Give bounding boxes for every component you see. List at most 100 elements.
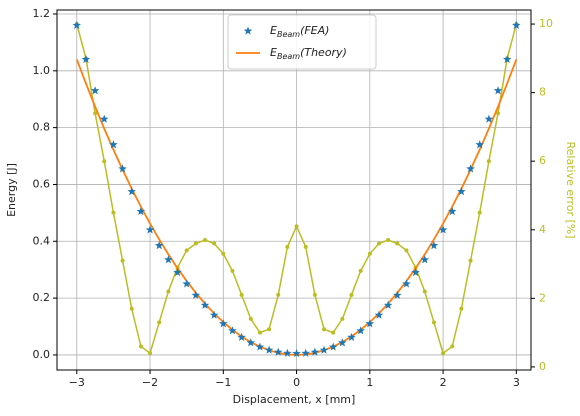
- dot-marker: [386, 238, 391, 243]
- dot-marker: [477, 210, 482, 215]
- star-marker: [374, 310, 384, 319]
- star-marker: [173, 268, 182, 277]
- x-tick-label: −2: [142, 376, 158, 389]
- x-tick-label: 2: [440, 376, 447, 389]
- dot-marker: [120, 258, 125, 263]
- y2-axis-label: Relative error [%]: [564, 141, 577, 238]
- x-tick-label: 3: [513, 376, 520, 389]
- dot-marker: [431, 320, 436, 325]
- y-tick-label: 0.0: [33, 348, 51, 361]
- star-marker: [502, 54, 512, 64]
- x-tick-label: 0: [293, 376, 300, 389]
- y-tick-label: 0.4: [33, 234, 51, 247]
- x-axis-label: Displacement, x [mm]: [233, 393, 356, 406]
- dot-marker: [138, 344, 143, 349]
- star-marker: [164, 255, 173, 264]
- y-tick-label: 0.8: [33, 121, 51, 134]
- y-tick-label: 0.6: [33, 177, 51, 190]
- dot-marker: [450, 344, 455, 349]
- x-tick-label: 1: [366, 376, 373, 389]
- dot-marker: [193, 241, 198, 246]
- star-marker: [484, 114, 494, 123]
- star-marker: [136, 206, 146, 216]
- dot-marker: [111, 210, 116, 215]
- star-marker: [246, 338, 256, 347]
- dot-marker: [358, 268, 363, 273]
- star-marker: [411, 268, 420, 277]
- dot-marker: [367, 251, 372, 256]
- x-tick-label: −3: [69, 376, 85, 389]
- dot-marker: [202, 238, 207, 243]
- dot-marker: [239, 292, 244, 297]
- y2-tick-label: 10: [539, 17, 553, 30]
- y-tick-label: 0.2: [33, 291, 51, 304]
- y2-tick-label: 2: [539, 291, 546, 304]
- star-marker: [283, 348, 292, 357]
- star-marker: [328, 342, 338, 351]
- dot-marker: [294, 224, 299, 229]
- star-marker: [90, 86, 100, 95]
- star-marker: [191, 290, 201, 299]
- star-marker: [182, 279, 191, 288]
- y-axis-label: Energy [J]: [5, 163, 18, 217]
- dot-marker: [285, 244, 290, 249]
- star-marker: [365, 319, 375, 328]
- star-marker: [127, 187, 137, 196]
- star-marker: [237, 332, 246, 341]
- star-marker: [72, 20, 82, 29]
- star-marker: [512, 20, 521, 29]
- dot-marker: [340, 316, 345, 321]
- y-tick-label: 1.2: [33, 7, 51, 20]
- dot-marker: [468, 258, 473, 263]
- star-marker: [475, 140, 484, 149]
- dot-marker: [422, 289, 427, 294]
- y2-tick-label: 4: [539, 223, 546, 236]
- dot-marker: [93, 111, 98, 116]
- star-marker: [81, 54, 91, 64]
- legend-label: EBeam(Theory): [270, 46, 347, 61]
- dot-marker: [312, 292, 317, 297]
- y2-tick-label: 0: [539, 360, 546, 373]
- dot-marker: [102, 159, 107, 164]
- star-marker: [118, 164, 127, 173]
- dot-marker: [376, 241, 381, 246]
- legend-star: [243, 26, 253, 35]
- legend-box: [227, 14, 377, 70]
- star-marker: [219, 319, 228, 328]
- star-marker: [301, 348, 310, 357]
- dot-marker: [404, 248, 409, 253]
- dot-marker: [166, 289, 171, 294]
- dot-marker: [331, 330, 336, 335]
- star-marker: [310, 347, 320, 356]
- y-tick-label: 1.0: [33, 64, 51, 77]
- star-marker: [356, 326, 365, 335]
- star-marker: [99, 114, 109, 123]
- star-marker: [466, 164, 475, 173]
- y2-tick-label: 8: [539, 86, 546, 99]
- star-marker: [402, 279, 411, 288]
- star-marker: [273, 347, 283, 356]
- dot-marker: [395, 241, 400, 246]
- star-marker: [438, 225, 448, 234]
- star-marker: [457, 187, 466, 196]
- star-marker: [228, 326, 237, 335]
- dot-marker: [322, 327, 327, 332]
- star-marker: [255, 342, 265, 351]
- star-marker: [347, 332, 356, 341]
- dot-marker: [459, 306, 464, 311]
- y2-tick-label: 6: [539, 154, 546, 167]
- dot-marker: [441, 351, 446, 356]
- legend-label: EBeam(FEA): [270, 24, 329, 39]
- dot-marker: [496, 111, 501, 116]
- dot-marker: [349, 292, 354, 297]
- dot-marker: [248, 316, 253, 321]
- dot-marker: [184, 248, 189, 253]
- star-marker: [338, 338, 347, 347]
- dot-marker: [148, 351, 153, 356]
- x-tick-label: −1: [215, 376, 231, 389]
- star-marker: [200, 300, 210, 309]
- star-marker: [493, 86, 503, 95]
- dot-marker: [129, 306, 134, 311]
- star-marker: [393, 290, 402, 299]
